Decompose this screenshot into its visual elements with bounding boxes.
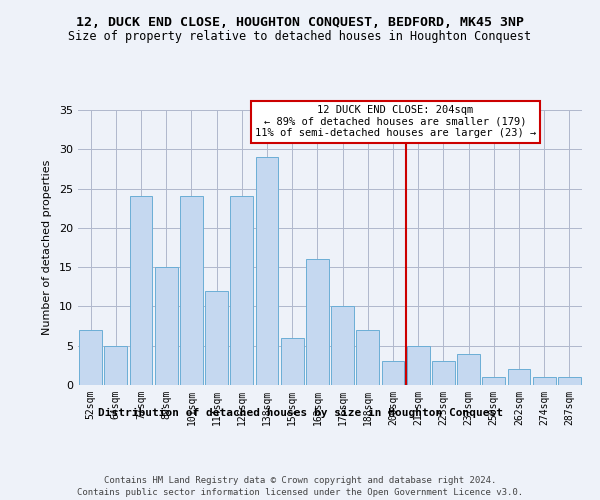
Bar (155, 267, 178, 385)
Bar (382, 362, 404, 385)
Bar (356, 330, 379, 385)
Bar (457, 354, 480, 385)
Bar (306, 260, 329, 385)
Bar (482, 377, 505, 385)
Bar (256, 157, 278, 385)
Bar (79, 330, 102, 385)
Bar (281, 338, 304, 385)
Text: 12 DUCK END CLOSE: 204sqm
← 89% of detached houses are smaller (179)
11% of semi: 12 DUCK END CLOSE: 204sqm ← 89% of detac… (255, 105, 536, 138)
Bar (104, 346, 127, 385)
Text: Size of property relative to detached houses in Houghton Conquest: Size of property relative to detached ho… (68, 30, 532, 43)
Y-axis label: Number of detached properties: Number of detached properties (42, 160, 52, 335)
Text: 12, DUCK END CLOSE, HOUGHTON CONQUEST, BEDFORD, MK45 3NP: 12, DUCK END CLOSE, HOUGHTON CONQUEST, B… (76, 16, 524, 29)
Bar (230, 196, 253, 385)
Bar (130, 196, 152, 385)
Bar (432, 362, 455, 385)
Bar (533, 377, 556, 385)
Bar (508, 370, 530, 385)
Bar (558, 377, 581, 385)
Bar (205, 290, 228, 385)
Text: Contains HM Land Registry data © Crown copyright and database right 2024.: Contains HM Land Registry data © Crown c… (104, 476, 496, 485)
Bar (331, 306, 354, 385)
Text: Distribution of detached houses by size in Houghton Conquest: Distribution of detached houses by size … (97, 408, 503, 418)
Bar (407, 346, 430, 385)
Bar (180, 196, 203, 385)
Text: Contains public sector information licensed under the Open Government Licence v3: Contains public sector information licen… (77, 488, 523, 497)
